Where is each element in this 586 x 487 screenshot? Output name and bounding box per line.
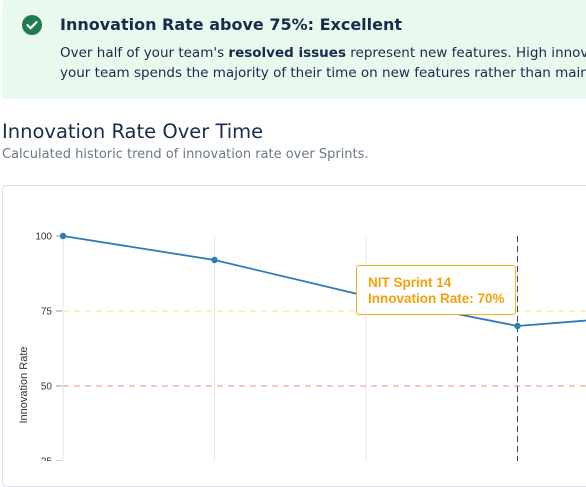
chart-card — [2, 185, 586, 487]
banner-description: Over half of your team's resolved issues… — [60, 43, 586, 83]
section-subtitle: Calculated historic trend of innovation … — [2, 147, 369, 162]
tooltip-value: Innovation Rate: 70% — [368, 291, 505, 306]
data-point — [514, 322, 521, 330]
banner-text-bold: resolved issues — [228, 45, 346, 61]
innovation-rate-chart: 100 75 50 25 Innovation Rate — [18, 232, 586, 462]
check-circle-icon — [22, 15, 42, 35]
tooltip-title: NIT Sprint 14 — [368, 275, 452, 290]
y-tick-label: 100 — [35, 232, 52, 243]
banner-text-prefix: Over half of your team's — [60, 45, 229, 61]
banner-text-line2: your team spends the majority of their t… — [60, 65, 586, 81]
data-point — [211, 256, 218, 264]
y-axis-title: Innovation Rate — [18, 346, 30, 423]
data-point — [59, 232, 67, 240]
success-banner: Innovation Rate above 75%: Excellent Ove… — [2, 0, 586, 99]
chart-tooltip: NIT Sprint 14 Innovation Rate: 70% — [356, 265, 516, 315]
section-title: Innovation Rate Over Time — [2, 120, 264, 143]
y-tick-label: 50 — [41, 382, 53, 393]
y-tick-label: 25 — [41, 457, 53, 462]
y-tick-label: 75 — [41, 307, 53, 318]
banner-text-suffix: represent new features. High innovation … — [350, 45, 586, 61]
banner-title: Innovation Rate above 75%: Excellent — [60, 15, 403, 34]
